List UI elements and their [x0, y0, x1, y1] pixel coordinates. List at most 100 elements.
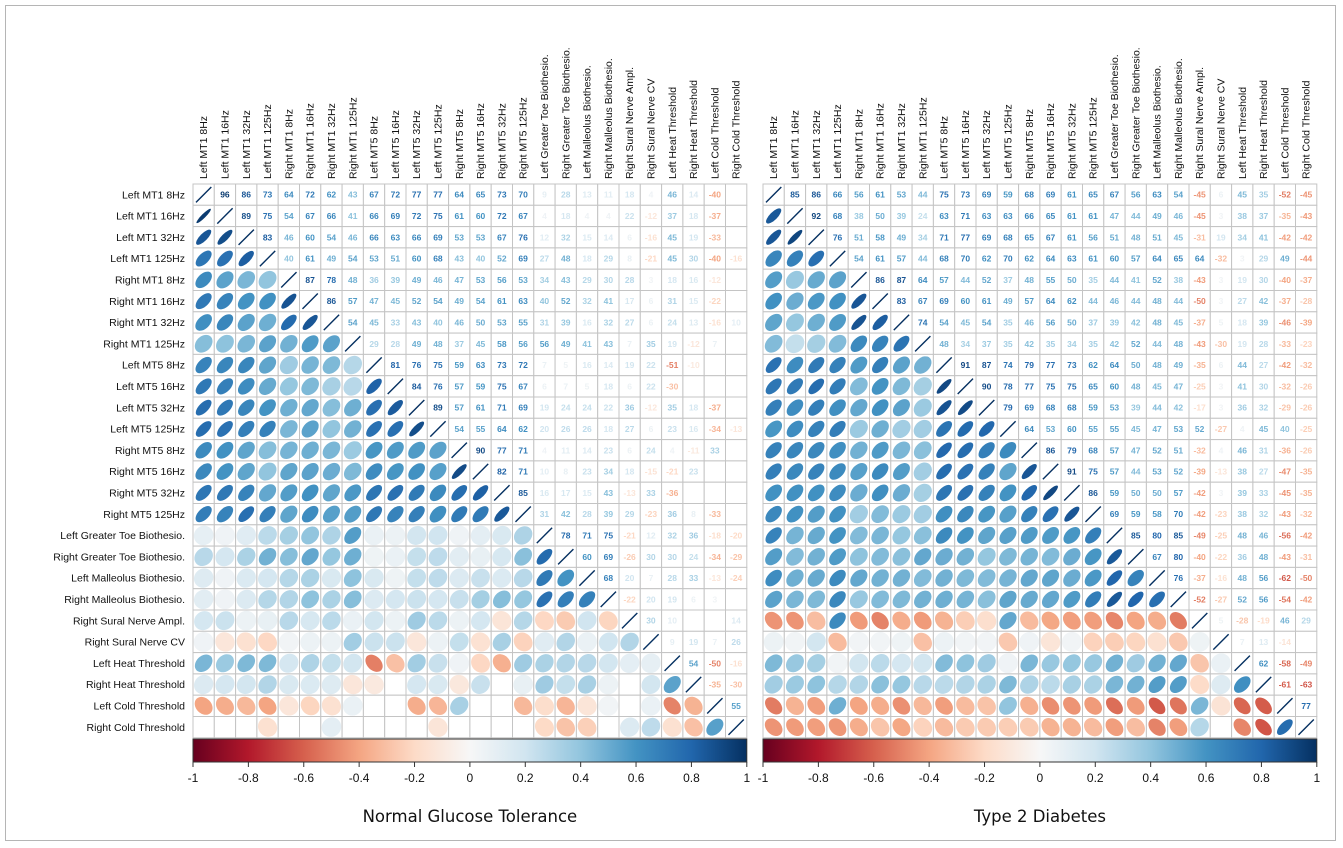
correlation-value: 4 — [670, 445, 675, 455]
correlation-ellipse — [808, 442, 825, 459]
correlation-ellipse — [850, 377, 868, 396]
correlation-ellipse — [892, 441, 911, 460]
correlation-value: -34 — [709, 424, 722, 434]
correlation-value: 91 — [961, 360, 971, 370]
correlation-value: 69 — [1110, 509, 1120, 519]
correlation-ellipse — [1148, 611, 1167, 630]
correlation-ellipse — [786, 484, 804, 502]
correlation-ellipse — [577, 632, 597, 652]
correlation-value: 41 — [582, 339, 592, 349]
correlation-value: 48 — [1238, 573, 1248, 583]
correlation-value: 27 — [625, 317, 635, 327]
correlation-value: -43 — [1194, 339, 1207, 349]
correlation-ellipse — [301, 526, 320, 545]
diagonal-mark — [935, 356, 953, 374]
correlation-ellipse — [1040, 632, 1061, 652]
correlation-value: 19 — [668, 594, 678, 604]
correlation-value: 56 — [518, 339, 528, 349]
diagonal-mark — [195, 186, 212, 203]
correlation-ellipse — [471, 653, 491, 673]
correlation-value: -32 — [1279, 381, 1292, 391]
correlation-value: 5 — [1219, 616, 1224, 626]
correlation-value: 5 — [1219, 317, 1224, 327]
colorbar-tick-label: 0 — [1037, 771, 1044, 785]
correlation-ellipse — [936, 484, 953, 501]
diagonal-mark — [514, 505, 532, 523]
correlation-ellipse — [428, 547, 448, 567]
correlation-ellipse — [977, 547, 996, 566]
correlation-value: 61 — [982, 296, 992, 306]
correlation-ellipse — [892, 675, 911, 694]
correlation-value: 48 — [1152, 360, 1162, 370]
correlation-ellipse — [598, 653, 618, 673]
correlation-ellipse — [365, 463, 383, 480]
correlation-value: -45 — [1300, 190, 1313, 200]
correlation-value: 66 — [327, 211, 337, 221]
correlation-ellipse — [827, 653, 848, 674]
correlation-ellipse — [828, 271, 847, 289]
column-label: Left MT5 8Hz — [369, 116, 381, 179]
correlation-value: 31 — [668, 296, 678, 306]
correlation-value: 76 — [833, 232, 843, 242]
correlation-ellipse — [914, 548, 932, 566]
correlation-value: 47 — [1152, 424, 1162, 434]
correlation-ellipse — [786, 526, 804, 545]
correlation-ellipse — [1020, 611, 1039, 630]
diagonal-mark — [808, 229, 825, 246]
correlation-value: 37 — [1088, 317, 1098, 327]
correlation-value: -17 — [1194, 403, 1207, 413]
correlation-value: 63 — [1152, 190, 1162, 200]
column-label: Right MT1 16Hz — [305, 103, 317, 179]
correlation-ellipse — [1169, 612, 1187, 630]
correlation-ellipse — [765, 484, 782, 502]
correlation-ellipse — [892, 697, 911, 715]
correlation-value: 19 — [1238, 339, 1248, 349]
correlation-ellipse — [1148, 676, 1166, 694]
cell — [725, 503, 748, 526]
diagonal-mark — [557, 548, 574, 565]
correlation-value: 33 — [1259, 488, 1269, 498]
correlation-ellipse — [999, 590, 1017, 608]
correlation-ellipse — [892, 484, 911, 502]
correlation-ellipse — [280, 335, 298, 353]
correlation-ellipse — [215, 632, 235, 652]
correlation-value: 28 — [582, 509, 592, 519]
column-label: Left Malleolus Biothesio. — [1152, 65, 1164, 179]
correlation-ellipse — [1083, 675, 1103, 694]
column-label: Right MT1 8Hz — [283, 109, 295, 179]
diagonal-mark — [1042, 463, 1059, 480]
correlation-value: 30 — [1259, 381, 1269, 391]
column-label: Left MT1 125Hz — [262, 104, 274, 179]
correlation-ellipse — [236, 568, 256, 588]
correlation-value: 29 — [1301, 616, 1311, 626]
correlation-value: 56 — [1259, 573, 1269, 583]
correlation-value: 66 — [369, 211, 379, 221]
correlation-ellipse — [1106, 591, 1123, 607]
diagonal-mark — [978, 399, 995, 416]
correlation-ellipse — [892, 590, 911, 609]
correlation-ellipse — [194, 696, 213, 715]
correlation-ellipse — [1190, 697, 1209, 715]
correlation-ellipse — [450, 696, 469, 715]
correlation-value: -16 — [645, 232, 658, 242]
correlation-ellipse — [514, 696, 533, 715]
correlation-ellipse — [829, 569, 846, 587]
correlation-ellipse — [893, 335, 910, 352]
correlation-value: 77 — [961, 232, 971, 242]
correlation-value: 49 — [561, 339, 571, 349]
cell — [384, 716, 407, 739]
row-label: Left Heat Threshold — [93, 658, 185, 670]
correlation-value: 63 — [1067, 254, 1077, 264]
correlation-value: -45 — [1194, 190, 1207, 200]
correlation-value: 40 — [1280, 424, 1290, 434]
column-label: Right Malleolus Biothesio. — [603, 58, 615, 179]
correlation-value: 48 — [433, 339, 443, 349]
correlation-value: 30 — [1259, 275, 1269, 285]
correlation-value: 54 — [348, 317, 358, 327]
correlation-value: 96 — [220, 190, 230, 200]
correlation-ellipse — [786, 590, 804, 609]
correlation-ellipse — [321, 717, 342, 737]
correlation-ellipse — [935, 654, 953, 673]
correlation-ellipse — [407, 568, 427, 588]
correlation-ellipse — [957, 442, 974, 459]
